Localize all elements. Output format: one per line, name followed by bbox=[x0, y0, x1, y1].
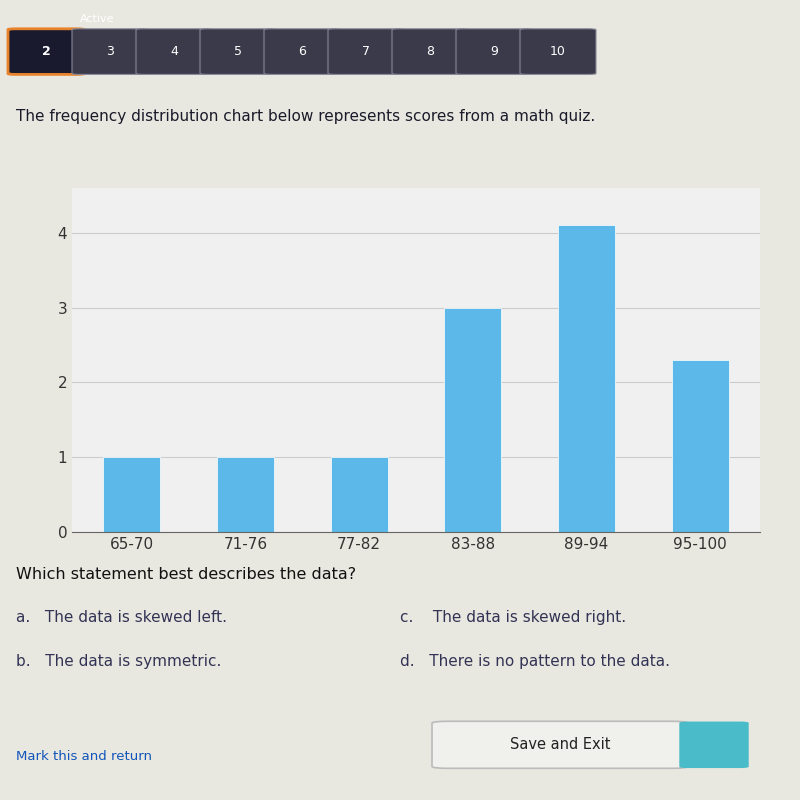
Text: 5: 5 bbox=[234, 45, 242, 58]
FancyBboxPatch shape bbox=[72, 29, 148, 74]
Text: a.   The data is skewed left.: a. The data is skewed left. bbox=[16, 610, 227, 626]
Text: The frequency distribution chart below represents scores from a math quiz.: The frequency distribution chart below r… bbox=[16, 109, 595, 123]
FancyBboxPatch shape bbox=[432, 722, 688, 768]
FancyBboxPatch shape bbox=[392, 29, 468, 74]
Text: 7: 7 bbox=[362, 45, 370, 58]
Text: d.   There is no pattern to the data.: d. There is no pattern to the data. bbox=[400, 654, 670, 669]
Bar bbox=[217, 458, 274, 532]
Text: Active: Active bbox=[80, 14, 114, 24]
Text: c.    The data is skewed right.: c. The data is skewed right. bbox=[400, 610, 626, 626]
Text: frequency: frequency bbox=[332, 192, 460, 215]
Bar bbox=[330, 458, 387, 532]
Text: 10: 10 bbox=[550, 45, 566, 58]
FancyBboxPatch shape bbox=[456, 29, 532, 74]
FancyBboxPatch shape bbox=[136, 29, 212, 74]
Bar bbox=[445, 308, 502, 532]
Bar bbox=[672, 360, 729, 532]
FancyBboxPatch shape bbox=[264, 29, 340, 74]
Bar bbox=[558, 226, 615, 532]
Text: 2: 2 bbox=[42, 45, 50, 58]
FancyBboxPatch shape bbox=[200, 29, 276, 74]
Text: 3: 3 bbox=[106, 45, 114, 58]
Text: b.   The data is symmetric.: b. The data is symmetric. bbox=[16, 654, 222, 669]
FancyBboxPatch shape bbox=[680, 722, 748, 767]
FancyBboxPatch shape bbox=[328, 29, 404, 74]
Bar bbox=[103, 458, 160, 532]
Text: 9: 9 bbox=[490, 45, 498, 58]
Text: Save and Exit: Save and Exit bbox=[510, 738, 610, 752]
Text: 6: 6 bbox=[298, 45, 306, 58]
Text: Mark this and return: Mark this and return bbox=[16, 750, 152, 763]
Text: 4: 4 bbox=[170, 45, 178, 58]
Text: Which statement best describes the data?: Which statement best describes the data? bbox=[16, 567, 356, 582]
Text: 8: 8 bbox=[426, 45, 434, 58]
FancyBboxPatch shape bbox=[8, 29, 84, 74]
FancyBboxPatch shape bbox=[520, 29, 596, 74]
